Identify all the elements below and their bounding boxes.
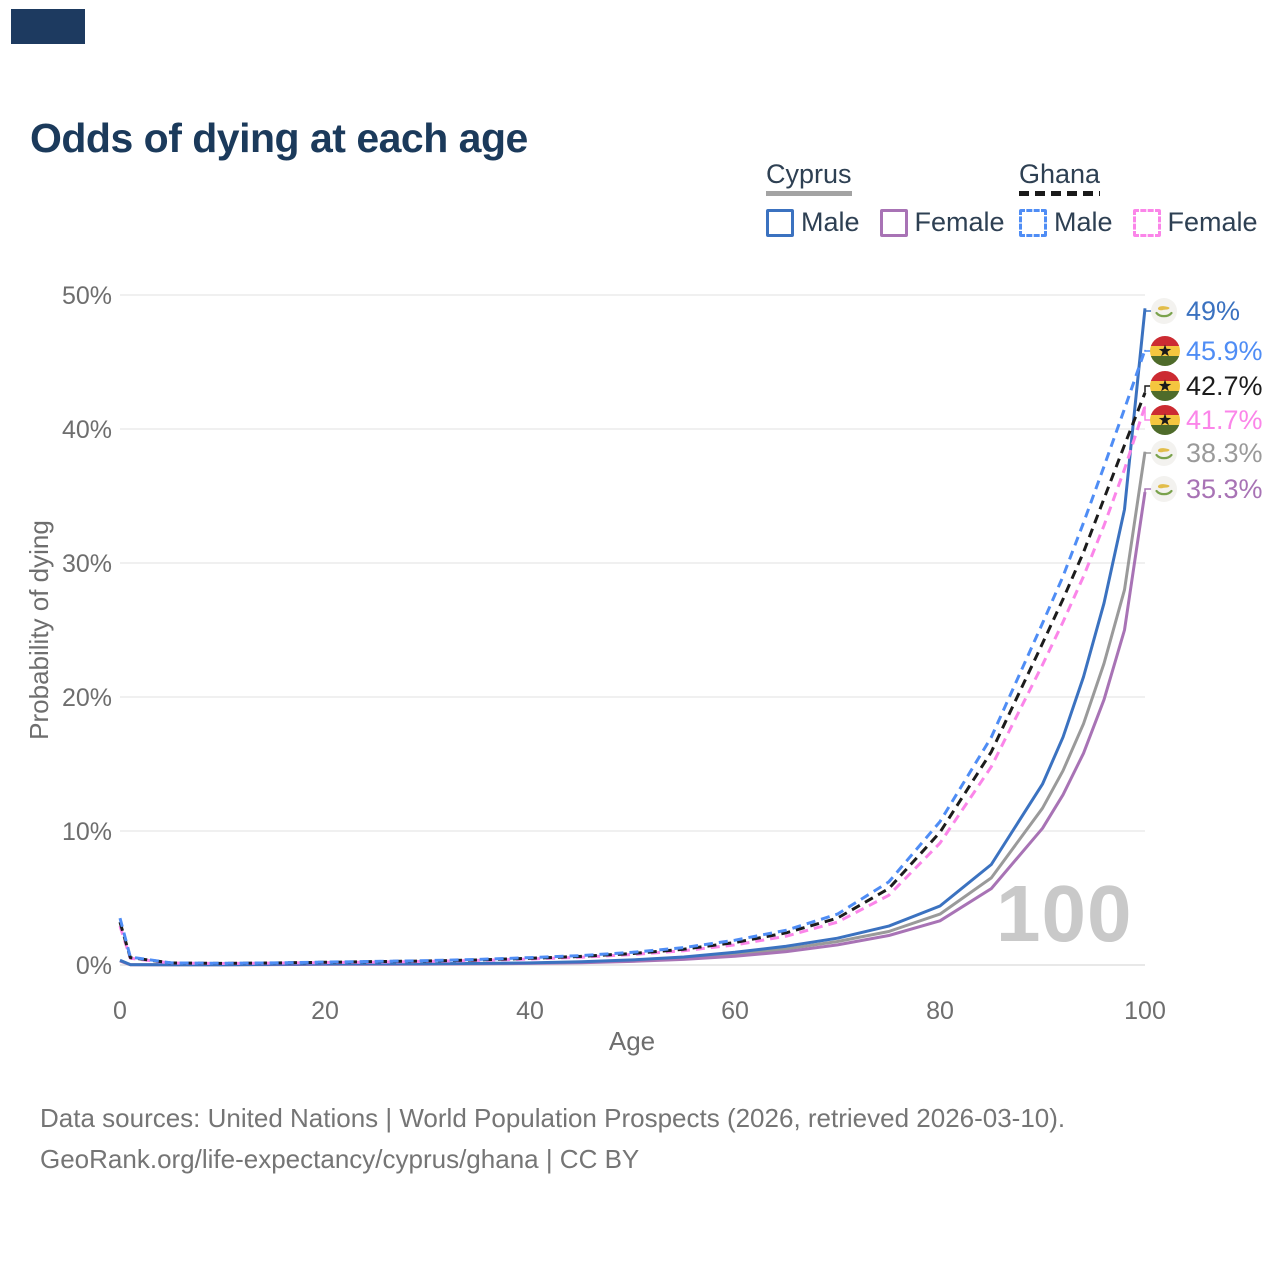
x-tick-label: 40 [516,997,544,1025]
y-tick-label: 20% [62,684,112,712]
ghana-flag-icon [1150,405,1180,435]
end-value-label-cyprus-female: 35.3% [1186,474,1263,504]
legend-item-ghana-female[interactable]: Female [1132,207,1258,238]
x-tick-label: 60 [721,997,749,1025]
label-leader-line [1144,308,1152,312]
end-value-label-ghana-female: 41.7% [1186,405,1263,435]
ghana-flag-icon [1150,336,1180,366]
legend-item-label: Male [801,207,860,238]
attribution-link-text: GeoRank.org/life-expectancy/cyprus/ghana… [40,1144,640,1174]
legend-group-cyprus: Cyprus Male Female [766,160,1005,238]
cyprus-line-style-swatch [766,191,852,197]
end-value-label-cyprus-male: 49% [1186,296,1240,326]
legend-group-ghana: Ghana Male Female [1019,160,1258,238]
label-leader-line [1144,349,1152,352]
checkbox-ghana-female[interactable] [1132,208,1161,237]
legend-item-label: Female [914,207,1005,238]
end-value-label-cyprus-both: 38.3% [1186,438,1263,468]
legend-header-ghana: Ghana [1019,159,1101,197]
cyprus-flag-icon [1151,476,1177,502]
age-watermark: 100 [996,869,1133,958]
page-title: Odds of dying at each age [30,115,528,162]
data-source-text: Data sources: United Nations | World Pop… [40,1103,1066,1133]
end-value-label-ghana-both: 42.7% [1186,371,1263,401]
y-tick-label: 30% [62,550,112,578]
legend-row-cyprus: Male Female [766,207,1005,238]
x-tick-label: 100 [1124,997,1166,1025]
cyprus-flag-icon [1151,298,1177,324]
series-line-ghana-female [118,405,1147,965]
end-value-label-ghana-male: 45.9% [1186,336,1263,366]
legend-header-cyprus: Cyprus [766,159,852,197]
legend-item-cyprus-male[interactable]: Male [766,207,860,238]
y-axis-title: Probability of dying [24,520,54,740]
checkbox-cyprus-female[interactable] [879,208,908,237]
y-tick-label: 0% [76,952,112,980]
x-axis-title: Age [609,1026,655,1056]
legend-item-label: Female [1167,207,1258,238]
legend-row-ghana: Male Female [1019,207,1258,238]
series-line-cyprus-male [119,308,1147,967]
label-leader-line [1144,451,1152,454]
x-tick-label: 20 [311,997,339,1025]
x-tick-label: 80 [926,997,954,1025]
y-tick-label: 50% [62,282,112,310]
checkbox-ghana-male[interactable] [1019,208,1047,237]
checkbox-cyprus-male[interactable] [766,208,794,237]
legend-item-label: Male [1054,207,1113,238]
x-tick-label: 0 [113,997,127,1025]
legend-header-ghana-label: Ghana [1019,159,1101,189]
series-line-ghana-male [118,349,1147,965]
y-tick-label: 40% [62,416,112,444]
ghana-line-style-swatch [1019,191,1101,197]
ghana-flag-icon [1150,371,1180,401]
label-leader-line [1144,406,1152,421]
label-leader-line [1144,488,1152,492]
legend-header-cyprus-label: Cyprus [766,159,852,189]
y-tick-label: 10% [62,818,112,846]
legend-item-cyprus-female[interactable]: Female [879,207,1005,238]
logo-block [11,9,85,44]
legend-item-ghana-male[interactable]: Male [1019,207,1113,238]
cyprus-flag-icon [1151,440,1177,466]
label-leader-line [1144,385,1152,393]
chart-plot-area[interactable]: 0% 10% 20% 30% 40% 50% 0 20 40 60 80 100 Age Probabil… [0,0,1280,1080]
